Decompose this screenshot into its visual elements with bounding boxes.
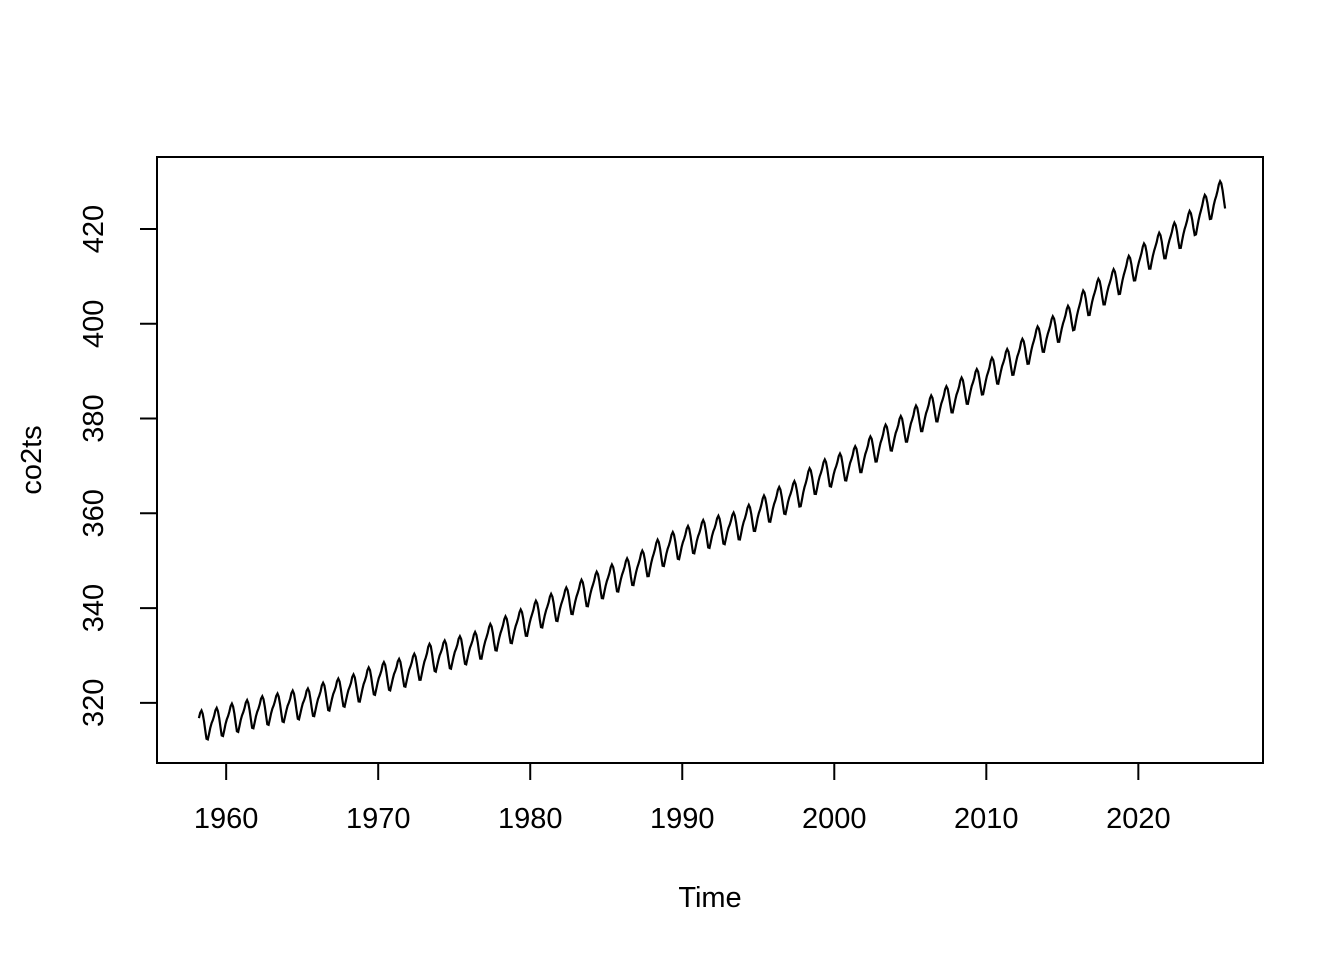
- y-tick-label: 340: [78, 584, 110, 632]
- y-tick-label: 420: [78, 205, 110, 253]
- x-tick-label: 1990: [650, 803, 715, 835]
- x-tick-label: 2020: [1106, 803, 1171, 835]
- y-tick-label: 400: [78, 300, 110, 348]
- x-tick-label: 2010: [954, 803, 1019, 835]
- y-tick-label: 380: [78, 394, 110, 442]
- y-tick-label: 320: [78, 679, 110, 727]
- x-tick-label: 1980: [498, 803, 563, 835]
- x-tick-label: 1970: [346, 803, 411, 835]
- y-tick-label: 360: [78, 489, 110, 537]
- co2-series-line: [197, 178, 1227, 741]
- plot-box-border: [156, 156, 1264, 764]
- x-tick-label: 1960: [194, 803, 259, 835]
- axis-ticks: 1960 1970 1980 1990 2000 2010 2020 320 340 360 380…: [78, 205, 1171, 835]
- data-series: [197, 178, 1227, 741]
- y-axis-title: co2ts: [16, 425, 48, 494]
- x-tick-label: 2000: [802, 803, 867, 835]
- x-axis-title: Time: [678, 882, 741, 914]
